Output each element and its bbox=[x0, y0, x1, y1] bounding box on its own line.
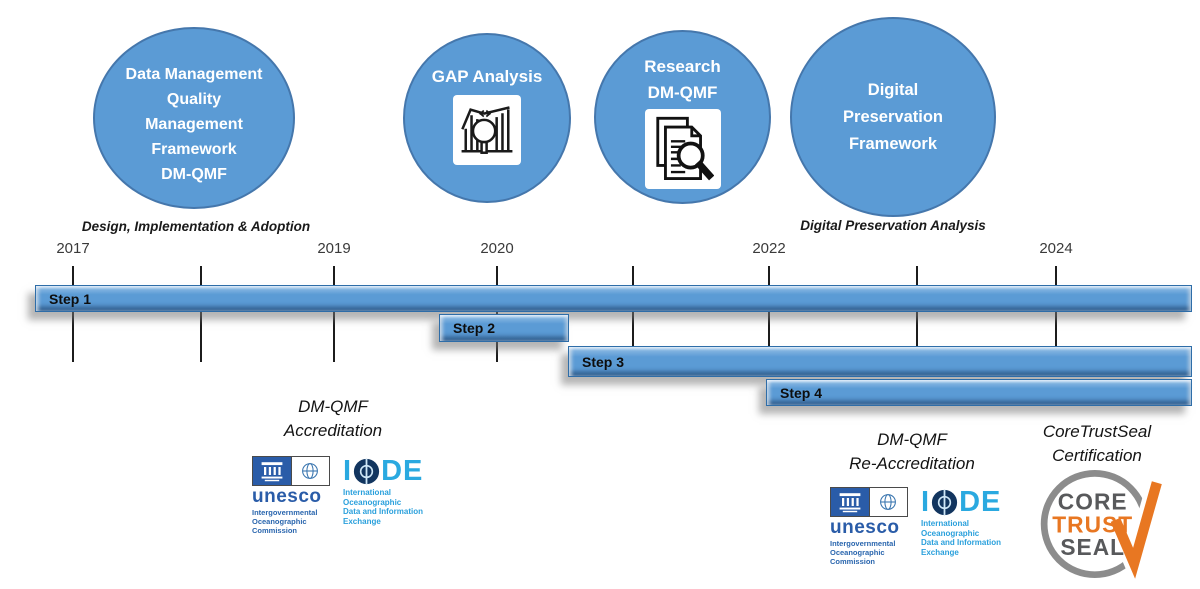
globe-compass-icon bbox=[290, 457, 329, 485]
circle-text: Quality bbox=[166, 90, 222, 108]
iode-sphere-icon bbox=[931, 489, 958, 515]
annotation-line: Accreditation bbox=[283, 421, 383, 440]
annotation-line: DM-QMF bbox=[877, 430, 947, 449]
circle-text: Framework bbox=[151, 140, 237, 158]
circle-text: DM-QMF bbox=[161, 165, 227, 183]
annotation-line: Certification bbox=[1052, 446, 1142, 465]
iode-logo: I DE International Oceanographic Data an… bbox=[343, 456, 439, 526]
year-label-2022: 2022 bbox=[752, 240, 786, 257]
unesco-logo: unesco Intergovernmental Oceanographic C… bbox=[830, 487, 912, 566]
iode-subtitle: International Oceanographic Data and Inf… bbox=[921, 519, 1002, 557]
year-label-2024: 2024 bbox=[1039, 240, 1073, 257]
iode-wordmark: I DE bbox=[343, 455, 424, 487]
axis-tick-2024 bbox=[1055, 266, 1057, 362]
circle-text: Data Management bbox=[125, 65, 263, 83]
unesco-emblem bbox=[252, 456, 330, 486]
cts-word-core: CORE bbox=[1058, 489, 1128, 515]
cts-checkmark-icon bbox=[1110, 481, 1162, 579]
annotation-line: CoreTrustSeal bbox=[1042, 422, 1152, 441]
iode-subtitle: International Oceanographic Data and Inf… bbox=[343, 488, 424, 526]
logo-group-accreditation: unesco Intergovernmental Oceanographic C… bbox=[252, 456, 439, 535]
iode-wordmark: I DE bbox=[921, 486, 1002, 518]
axis-tick-2017 bbox=[72, 266, 74, 362]
unesco-emblem bbox=[830, 487, 908, 517]
iode-sphere-icon bbox=[353, 458, 380, 484]
circle-dm-qmf: Data Management Quality Management Frame… bbox=[93, 27, 295, 209]
circle-text: Research bbox=[644, 57, 721, 76]
unesco-wordmark: unesco bbox=[830, 517, 900, 538]
unesco-subtitle: Intergovernmental Oceanographic Commissi… bbox=[252, 508, 318, 535]
annotation-line: DM-QMF bbox=[298, 397, 368, 416]
unesco-temple-icon bbox=[253, 457, 291, 485]
circle-text: DM-QMF bbox=[647, 83, 718, 102]
circle-text: Framework bbox=[848, 134, 938, 153]
document-search-icon bbox=[644, 109, 721, 189]
circle-gap-analysis: GAP Analysis bbox=[403, 33, 571, 203]
logo-group-re-accreditation: unesco Intergovernmental Oceanographic C… bbox=[830, 487, 1017, 566]
annotation-accreditation: DM-QMF Accreditation bbox=[233, 395, 433, 443]
circle-research-dm-qmf: Research DM-QMF bbox=[594, 30, 771, 204]
unesco-temple-icon bbox=[831, 488, 869, 516]
circle-text: Management bbox=[145, 115, 243, 133]
coretrustseal-logo: CORE TRUST SEAL bbox=[1040, 470, 1166, 584]
axis-tick-2019 bbox=[333, 266, 335, 362]
cts-word-seal: SEAL bbox=[1060, 534, 1125, 560]
unesco-logo: unesco Intergovernmental Oceanographic C… bbox=[252, 456, 334, 535]
annotation-coretrustseal: CoreTrustSeal Certification bbox=[997, 420, 1197, 468]
gap-analysis-icon bbox=[453, 95, 521, 165]
unesco-wordmark: unesco bbox=[252, 486, 322, 507]
circle-text: Digital bbox=[867, 80, 919, 99]
bar-label: Step 4 bbox=[780, 384, 823, 401]
year-label-2017: 2017 bbox=[56, 240, 90, 257]
gantt-bar-step-1: Step 1 bbox=[35, 285, 1192, 312]
gantt-bar-step-3: Step 3 bbox=[568, 346, 1192, 377]
bar-label: Step 2 bbox=[453, 320, 496, 336]
gantt-bar-step-2: Step 2 bbox=[439, 314, 569, 342]
annotation-line: Re-Accreditation bbox=[849, 454, 975, 473]
bar-label: Step 3 bbox=[582, 353, 625, 370]
circle-text: GAP Analysis bbox=[431, 67, 543, 86]
axis-tick-2022 bbox=[768, 266, 770, 362]
year-label-2019: 2019 bbox=[317, 240, 351, 257]
circle-digital-preservation: Digital Preservation Framework bbox=[790, 17, 996, 217]
caption-design-implementation-adoption: Design, Implementation & Adoption bbox=[81, 219, 311, 234]
bar-label: Step 1 bbox=[49, 290, 92, 307]
unesco-subtitle: Intergovernmental Oceanographic Commissi… bbox=[830, 539, 896, 566]
globe-compass-icon bbox=[868, 488, 907, 516]
axis-tick-2021 bbox=[632, 266, 634, 362]
caption-digital-preservation-analysis: Digital Preservation Analysis bbox=[800, 218, 986, 233]
axis-tick-2023 bbox=[916, 266, 918, 362]
axis-tick-2018 bbox=[200, 266, 202, 362]
annotation-re-accreditation: DM-QMF Re-Accreditation bbox=[812, 428, 1012, 476]
year-label-2020: 2020 bbox=[480, 240, 514, 257]
iode-logo: I DE International Oceanographic Data an… bbox=[921, 487, 1017, 557]
gantt-bar-step-4: Step 4 bbox=[766, 379, 1192, 406]
circle-text: Preservation bbox=[843, 107, 943, 126]
